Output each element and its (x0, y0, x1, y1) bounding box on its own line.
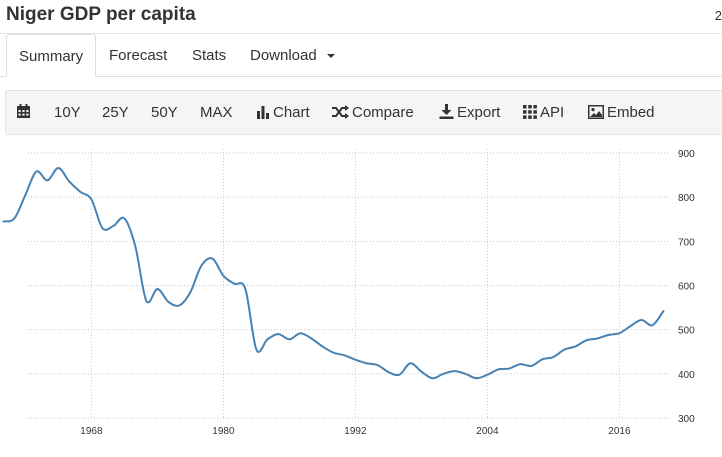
series-line-0 (2, 167, 665, 380)
bar-chart-icon (257, 106, 269, 119)
y-tick-label: 500 (678, 326, 695, 337)
chart-button-label: Chart (273, 104, 310, 121)
chart-toolbar: 10Y 25Y 50Y MAX Chart Compare Export (5, 90, 722, 135)
caret-down-icon (326, 54, 335, 59)
range-25y-button[interactable]: 25Y (102, 104, 129, 121)
tab-stats-label: Stats (192, 47, 227, 64)
embed-button-label: Embed (607, 104, 655, 121)
compare-button-label: Compare (352, 104, 414, 121)
embed-button[interactable]: Embed (588, 91, 655, 134)
grid-layer (28, 149, 670, 419)
tab-summary[interactable]: Summary (6, 34, 96, 77)
tab-summary-label: Summary (19, 48, 84, 65)
export-button[interactable]: Export (439, 91, 500, 134)
chart-type-button[interactable]: Chart (256, 91, 310, 134)
range-10y-button[interactable]: 10Y (54, 104, 81, 121)
y-tick-label: 600 (678, 282, 695, 293)
compare-button[interactable]: Compare (331, 91, 414, 134)
calendar-icon (17, 104, 30, 118)
tab-stats[interactable]: Stats (180, 34, 238, 77)
range-max-button[interactable]: MAX (200, 104, 233, 121)
series-layer (2, 167, 665, 380)
tab-forecast-label: Forecast (109, 47, 168, 64)
y-tick-label: 800 (678, 193, 695, 204)
y-tick-label: 700 (678, 237, 695, 248)
tab-download-label: Download (250, 47, 317, 64)
page-title: Niger GDP per capita (6, 4, 196, 25)
y-tick-label: 300 (678, 414, 695, 425)
chart-area: 300 400 500 600 700 800 900 1968 1980 1992 2004 201… (0, 135, 722, 452)
grid-icon (523, 105, 537, 119)
api-button-label: API (540, 104, 565, 121)
title-extra: 2 (714, 8, 722, 23)
api-button[interactable]: API (523, 91, 564, 134)
tab-forecast[interactable]: Forecast (97, 34, 179, 77)
gdp-line-chart: 300 400 500 600 700 800 900 1968 1980 1992 2004 201… (2, 149, 695, 437)
range-50y-button[interactable]: 50Y (151, 104, 178, 121)
y-tick-label: 400 (678, 370, 695, 381)
tab-download[interactable]: Download (238, 34, 347, 77)
tab-bar: Summary Forecast Stats Download (0, 34, 722, 77)
x-tick-label: 1992 (344, 426, 367, 437)
y-tick-label: 900 (678, 149, 695, 160)
title-bar: Niger GDP per capita 2 (0, 0, 722, 34)
x-tick-label: 2016 (608, 426, 631, 437)
calendar-button[interactable] (16, 91, 34, 134)
tick-label-layer: 300 400 500 600 700 800 900 1968 1980 1992 2004 201… (80, 149, 695, 437)
download-icon (439, 104, 454, 119)
x-tick-label: 2004 (476, 426, 499, 437)
shuffle-icon (332, 105, 349, 119)
x-tick-label: 1968 (80, 426, 103, 437)
x-tick-label: 1980 (212, 426, 235, 437)
image-icon (588, 105, 604, 119)
export-button-label: Export (457, 104, 501, 121)
